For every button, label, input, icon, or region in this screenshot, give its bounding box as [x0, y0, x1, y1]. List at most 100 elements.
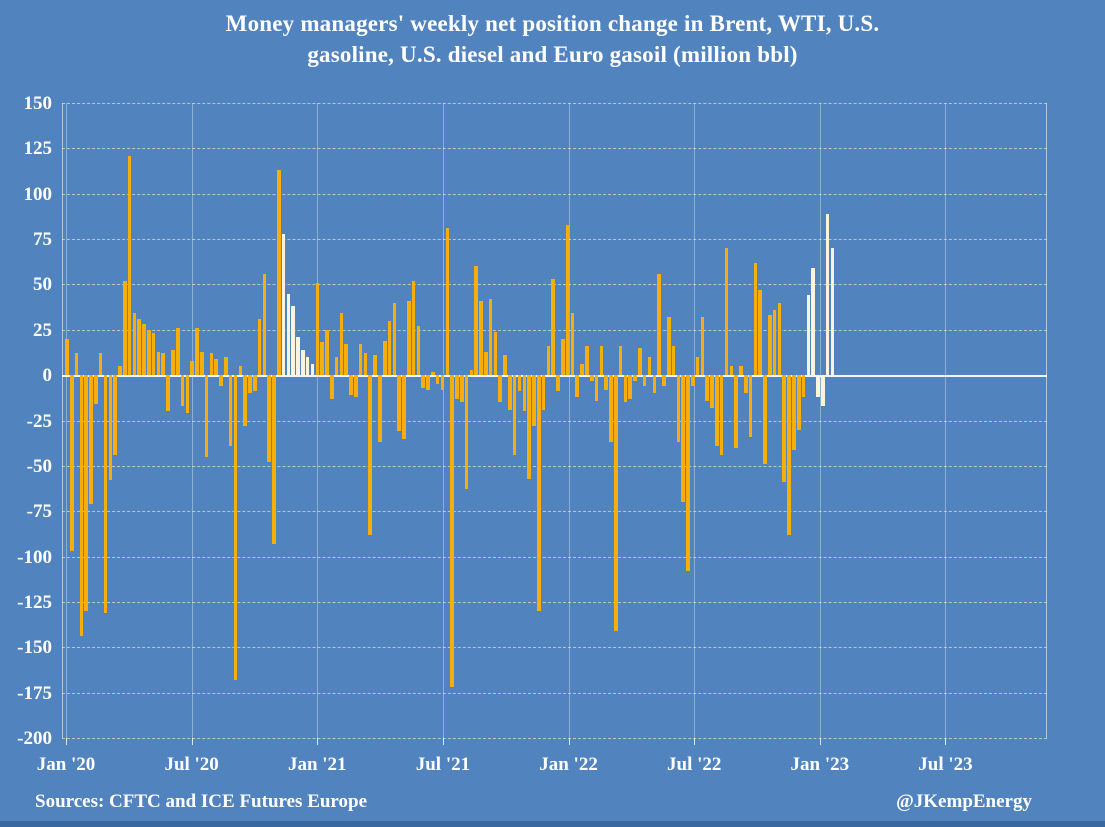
- bar-week: [488, 298, 493, 376]
- bar-week: [243, 375, 247, 426]
- bar-week: [633, 375, 637, 381]
- bar-week: [373, 355, 377, 376]
- bar-week: [224, 357, 228, 376]
- bar-week: [527, 375, 531, 479]
- bar-week: [127, 155, 132, 376]
- bar-week: [508, 375, 512, 410]
- bar-week: [329, 375, 334, 399]
- v-gridline: [945, 103, 947, 738]
- bar-week: [609, 375, 613, 443]
- bar-week: [175, 327, 180, 376]
- bar-week: [522, 375, 527, 412]
- x-tick-label: Jul '23: [918, 754, 973, 775]
- bar-week: [705, 375, 710, 401]
- bar-week: [459, 375, 464, 403]
- bar-week: [647, 357, 652, 376]
- bar-week: [70, 375, 74, 552]
- x-tick-mark: [191, 738, 193, 745]
- bar-recent-week: [286, 293, 291, 376]
- h-gridline: [62, 556, 1047, 558]
- y-tick-label: -200: [17, 728, 52, 749]
- h-gridline: [62, 738, 1047, 739]
- bar-week: [426, 375, 430, 390]
- bar-week: [214, 358, 219, 376]
- y-tick-label: -125: [17, 591, 52, 613]
- h-gridline: [62, 148, 1047, 150]
- bar-week: [623, 375, 628, 403]
- bar-week: [768, 315, 772, 376]
- h-gridline: [62, 420, 1047, 422]
- bar-week: [74, 353, 79, 376]
- bar-week: [551, 278, 555, 376]
- bar-week: [89, 375, 93, 504]
- y-tick-label: -100: [17, 546, 52, 568]
- bar-week: [358, 344, 363, 376]
- x-tick-label: Jul '22: [667, 754, 722, 775]
- bar-week: [118, 366, 122, 376]
- bar-week: [671, 346, 676, 376]
- v-gridline: [317, 103, 319, 738]
- bar-week: [777, 302, 782, 376]
- bar-week: [122, 280, 127, 376]
- bar-week: [662, 375, 666, 387]
- bar-week: [272, 375, 276, 544]
- y-tick-label: 50: [33, 274, 52, 296]
- bar-week: [464, 375, 469, 490]
- bar-week: [748, 375, 753, 437]
- bar-week: [84, 375, 89, 611]
- bar-week: [315, 282, 320, 376]
- h-gridline: [62, 692, 1047, 694]
- bar-week: [575, 375, 580, 397]
- bar-week: [479, 300, 483, 376]
- h-gridline: [62, 193, 1047, 195]
- bar-week: [103, 375, 108, 613]
- bar-week: [257, 318, 262, 376]
- bar-week: [541, 375, 546, 410]
- bar-week: [565, 224, 570, 376]
- bar-week: [252, 375, 257, 392]
- bar-week: [190, 360, 194, 376]
- bar-week: [724, 248, 729, 376]
- bar-week: [691, 375, 695, 387]
- bar-week: [546, 346, 551, 376]
- bar-week: [743, 375, 748, 394]
- bar-week: [248, 375, 252, 394]
- bar-week: [219, 375, 223, 387]
- bar-recent-week: [825, 213, 830, 376]
- bar-week: [715, 375, 719, 446]
- x-tick-mark: [66, 738, 67, 745]
- zero-gridline: [62, 375, 1047, 378]
- bar-week: [387, 320, 392, 376]
- x-tick-mark: [694, 738, 696, 745]
- bar-week: [132, 313, 137, 376]
- y-tick-label: 100: [23, 183, 53, 205]
- bar-week: [580, 364, 584, 376]
- h-gridline: [62, 103, 1047, 104]
- bar-week: [763, 375, 767, 465]
- bar-week: [561, 338, 565, 376]
- bar-week: [734, 375, 738, 448]
- bar-week: [277, 170, 281, 376]
- bar-week: [137, 318, 141, 376]
- bar-week: [98, 353, 103, 376]
- bar-week: [142, 324, 146, 376]
- y-tick-label: -25: [26, 410, 52, 432]
- bar-week: [792, 375, 796, 450]
- y-tick-label: 150: [23, 93, 53, 114]
- v-gridline: [694, 103, 696, 738]
- v-gridline: [568, 103, 570, 738]
- bar-week: [455, 375, 459, 399]
- footer-source-text: Sources: CFTC and ICE Futures Europe: [35, 791, 368, 812]
- bar-week: [450, 375, 454, 688]
- bar-week: [171, 349, 175, 376]
- x-tick-label: Jan '20: [36, 754, 96, 775]
- y-tick-label: 25: [33, 319, 52, 341]
- bar-recent-week: [806, 295, 811, 376]
- bar-week: [94, 375, 98, 405]
- bar-recent-week: [310, 364, 315, 376]
- v-gridline: [442, 103, 444, 738]
- bar-week: [411, 280, 416, 376]
- bar-week: [339, 313, 344, 376]
- h-gridline: [62, 465, 1047, 467]
